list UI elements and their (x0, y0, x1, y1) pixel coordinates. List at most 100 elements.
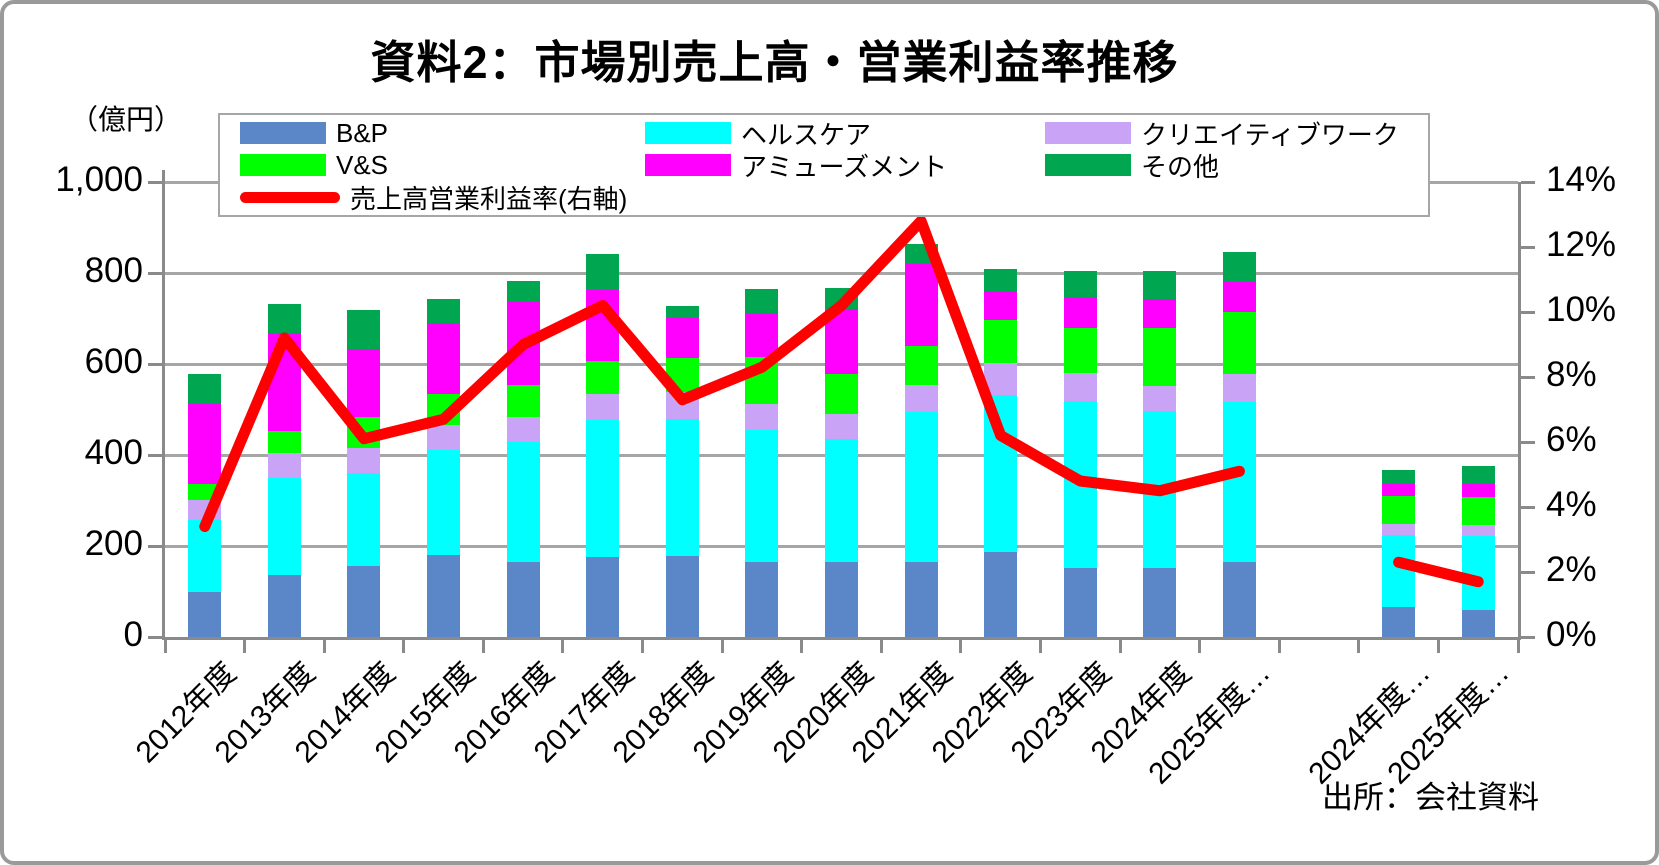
bar-segment (1461, 497, 1495, 525)
bar-segment (984, 269, 1018, 291)
y-axis-tick-label: 800 (84, 251, 143, 290)
bar-segment (1461, 535, 1495, 610)
right-axis-tick (1521, 245, 1535, 249)
y-axis-tick (148, 544, 162, 548)
bar-segment (506, 562, 540, 637)
right-axis-tick (1521, 375, 1535, 379)
bar-segment (427, 424, 461, 450)
bar-segment (506, 417, 540, 443)
bar-segment (1143, 567, 1177, 637)
bar-segment (984, 319, 1018, 363)
bar-segment (745, 289, 779, 314)
x-axis-tick (720, 640, 724, 653)
x-axis-tick (1198, 640, 1202, 653)
right-axis-line (1518, 182, 1521, 640)
bar-segment (904, 345, 938, 385)
bar-segment (1382, 483, 1416, 497)
legend-label: ヘルスケア (741, 119, 872, 150)
bar-segment (904, 263, 938, 346)
bar-segment (267, 303, 301, 333)
bar-segment (347, 349, 381, 418)
right-axis-tick-label: 8% (1546, 355, 1597, 394)
bar-segment (904, 411, 938, 562)
bar-segment (1461, 465, 1495, 485)
bar-segment (1222, 401, 1256, 562)
x-axis-tick (1277, 640, 1281, 653)
x-axis-tick (243, 640, 247, 653)
bar-segment (745, 562, 779, 637)
y-axis-tick (148, 180, 162, 184)
y-axis-tick-label: 600 (84, 342, 143, 381)
legend-label: アミューズメント (741, 151, 948, 182)
bar-segment (267, 477, 301, 575)
bar-segment (1461, 609, 1495, 637)
x-axis-tick (163, 640, 167, 653)
legend-item: B&P (240, 118, 645, 148)
profit-margin-line-segment (1393, 556, 1484, 588)
bar-segment (188, 403, 222, 484)
legend-item: ヘルスケア (645, 118, 1045, 150)
x-axis-tick (800, 640, 804, 653)
x-axis-line (162, 637, 1521, 640)
x-axis-tick (1516, 640, 1520, 653)
bar-segment (665, 556, 699, 637)
legend-item: 売上高営業利益率(右軸) (240, 182, 645, 214)
x-axis-tick (879, 640, 883, 653)
chart-title: 資料2：市場別売上高・営業利益率推移 (370, 37, 1179, 88)
bar-segment (347, 310, 381, 350)
legend-label: V&S (336, 149, 389, 180)
legend-label: クリエイティブワーク (1141, 119, 1399, 150)
bar-segment (825, 413, 858, 440)
bar-segment (1063, 567, 1097, 637)
legend-item: その他 (1045, 150, 1428, 182)
x-axis-tick (322, 640, 326, 653)
bar-segment (506, 280, 540, 302)
y-axis-tick-label: 200 (84, 524, 143, 563)
bar-segment (1143, 270, 1177, 300)
bar-segment (1143, 299, 1177, 328)
y-axis-tick (148, 271, 162, 275)
bar-segment (427, 449, 461, 556)
right-axis-tick (1521, 505, 1535, 509)
bar-segment (427, 322, 461, 394)
right-axis-tick-label: 6% (1546, 420, 1597, 459)
bar-segment (347, 473, 381, 567)
bar-segment (984, 290, 1018, 320)
bar-segment (1222, 282, 1256, 313)
legend-swatch-3 (240, 154, 326, 176)
bar-segment (1222, 251, 1256, 283)
bar-segment (825, 374, 858, 414)
bar-segment (586, 556, 620, 637)
x-axis-tick (959, 640, 963, 653)
legend-item: V&S (240, 150, 645, 180)
bar-segment (745, 313, 779, 358)
right-axis-tick (1521, 440, 1535, 444)
bar-segment (586, 360, 620, 395)
bar-segment (506, 384, 540, 418)
y-axis-tick (148, 635, 162, 639)
bar-segment (665, 305, 699, 318)
bar-segment (1382, 496, 1416, 524)
legend-label: その他 (1141, 151, 1220, 182)
legend-item: アミューズメント (645, 150, 1045, 182)
right-axis-tick (1521, 180, 1535, 184)
bar-segment (1063, 297, 1097, 328)
legend-swatch-5 (1045, 154, 1131, 176)
bar-segment (904, 384, 938, 412)
right-axis-tick-label: 10% (1546, 290, 1617, 329)
bar-segment (1382, 469, 1416, 484)
bar-segment (904, 561, 938, 637)
legend-swatch-4 (645, 154, 731, 176)
y-axis-tick-label: 0 (123, 615, 143, 654)
bar-segment (427, 555, 461, 637)
right-axis-tick (1521, 570, 1535, 574)
legend-label: B&P (336, 117, 389, 148)
bar-segment (665, 419, 699, 557)
bar-segment (825, 561, 858, 637)
gridline-800 (165, 271, 1518, 275)
legend-line-swatch-6 (240, 191, 340, 203)
x-axis-tick (481, 640, 485, 653)
